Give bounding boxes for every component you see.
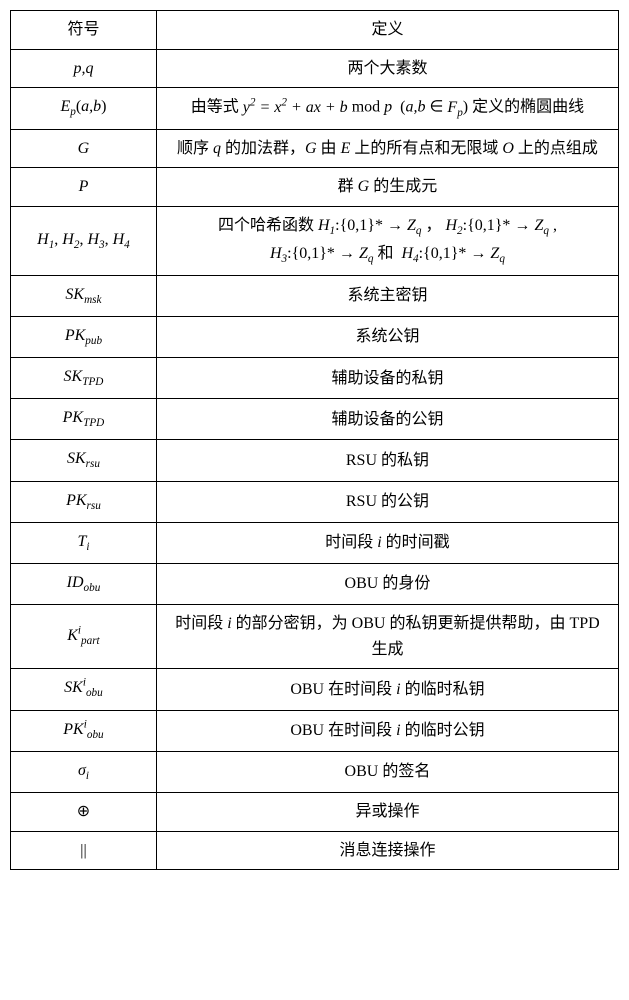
definition-cell: 异或操作	[156, 793, 618, 832]
symbol-cell: ||	[11, 831, 157, 870]
definition-cell: OBU 在时间段 i 的临时公钥	[156, 710, 618, 751]
definition-cell: OBU 在时间段 i 的临时私钥	[156, 669, 618, 710]
definition-cell: 顺序 q 的加法群，G 由 E 上的所有点和无限域 O 上的点组成	[156, 129, 618, 168]
symbol-cell: SKTPD	[11, 358, 157, 399]
table-row: SKmsk系统主密钥	[11, 276, 619, 317]
symbol-cell: SKmsk	[11, 276, 157, 317]
symbol-cell: PKrsu	[11, 481, 157, 522]
definition-cell: 四个哈希函数 H1:{0,1}* → Zq ， H2:{0,1}* → Zq ,…	[156, 206, 618, 275]
symbol-cell: Ep(a,b)	[11, 88, 157, 129]
symbol-cell: Ti	[11, 522, 157, 563]
table-row: PKrsuRSU 的公钥	[11, 481, 619, 522]
symbol-cell: G	[11, 129, 157, 168]
table-row: H1, H2, H3, H4四个哈希函数 H1:{0,1}* → Zq ， H2…	[11, 206, 619, 275]
definition-cell: 辅助设备的私钥	[156, 358, 618, 399]
definition-cell: 时间段 i 的时间戳	[156, 522, 618, 563]
symbol-cell: PKpub	[11, 317, 157, 358]
header-definition: 定义	[156, 11, 618, 50]
table-row: ||消息连接操作	[11, 831, 619, 870]
table-header-row: 符号 定义	[11, 11, 619, 50]
symbol-cell: PKTPD	[11, 399, 157, 440]
symbol-cell: P	[11, 168, 157, 207]
table-row: PKiobuOBU 在时间段 i 的临时公钥	[11, 710, 619, 751]
symbol-cell: H1, H2, H3, H4	[11, 206, 157, 275]
table-row: PKpub系统公钥	[11, 317, 619, 358]
definition-cell: 辅助设备的公钥	[156, 399, 618, 440]
table-row: IDobuOBU 的身份	[11, 563, 619, 604]
symbol-definition-table: 符号 定义 p,q两个大素数Ep(a,b)由等式 y2 = x2 + ax + …	[10, 10, 619, 870]
table-row: ⊕异或操作	[11, 793, 619, 832]
table-row: p,q两个大素数	[11, 49, 619, 88]
table-row: P群 G 的生成元	[11, 168, 619, 207]
table-row: SKiobuOBU 在时间段 i 的临时私钥	[11, 669, 619, 710]
table-row: SKTPD辅助设备的私钥	[11, 358, 619, 399]
definition-cell: 系统公钥	[156, 317, 618, 358]
definition-cell: 时间段 i 的部分密钥，为 OBU 的私钥更新提供帮助，由 TPD 生成	[156, 604, 618, 668]
symbol-cell: SKiobu	[11, 669, 157, 710]
table-row: PKTPD辅助设备的公钥	[11, 399, 619, 440]
symbol-cell: Kipart	[11, 604, 157, 668]
definition-cell: 群 G 的生成元	[156, 168, 618, 207]
table-row: Ep(a,b)由等式 y2 = x2 + ax + b mod p (a,b ∈…	[11, 88, 619, 129]
symbol-cell: ⊕	[11, 793, 157, 832]
definition-cell: 消息连接操作	[156, 831, 618, 870]
symbol-cell: σi	[11, 751, 157, 792]
definition-cell: OBU 的身份	[156, 563, 618, 604]
symbol-cell: SKrsu	[11, 440, 157, 481]
definition-cell: OBU 的签名	[156, 751, 618, 792]
table-body: p,q两个大素数Ep(a,b)由等式 y2 = x2 + ax + b mod …	[11, 49, 619, 870]
table-row: Kipart时间段 i 的部分密钥，为 OBU 的私钥更新提供帮助，由 TPD …	[11, 604, 619, 668]
definition-cell: 由等式 y2 = x2 + ax + b mod p (a,b ∈ Fp) 定义…	[156, 88, 618, 129]
table-row: SKrsuRSU 的私钥	[11, 440, 619, 481]
definition-cell: 系统主密钥	[156, 276, 618, 317]
table-row: G顺序 q 的加法群，G 由 E 上的所有点和无限域 O 上的点组成	[11, 129, 619, 168]
symbol-cell: IDobu	[11, 563, 157, 604]
header-symbol: 符号	[11, 11, 157, 50]
symbol-cell: p,q	[11, 49, 157, 88]
definition-cell: RSU 的公钥	[156, 481, 618, 522]
definition-cell: 两个大素数	[156, 49, 618, 88]
table-row: σiOBU 的签名	[11, 751, 619, 792]
symbol-cell: PKiobu	[11, 710, 157, 751]
definition-cell: RSU 的私钥	[156, 440, 618, 481]
table-row: Ti时间段 i 的时间戳	[11, 522, 619, 563]
